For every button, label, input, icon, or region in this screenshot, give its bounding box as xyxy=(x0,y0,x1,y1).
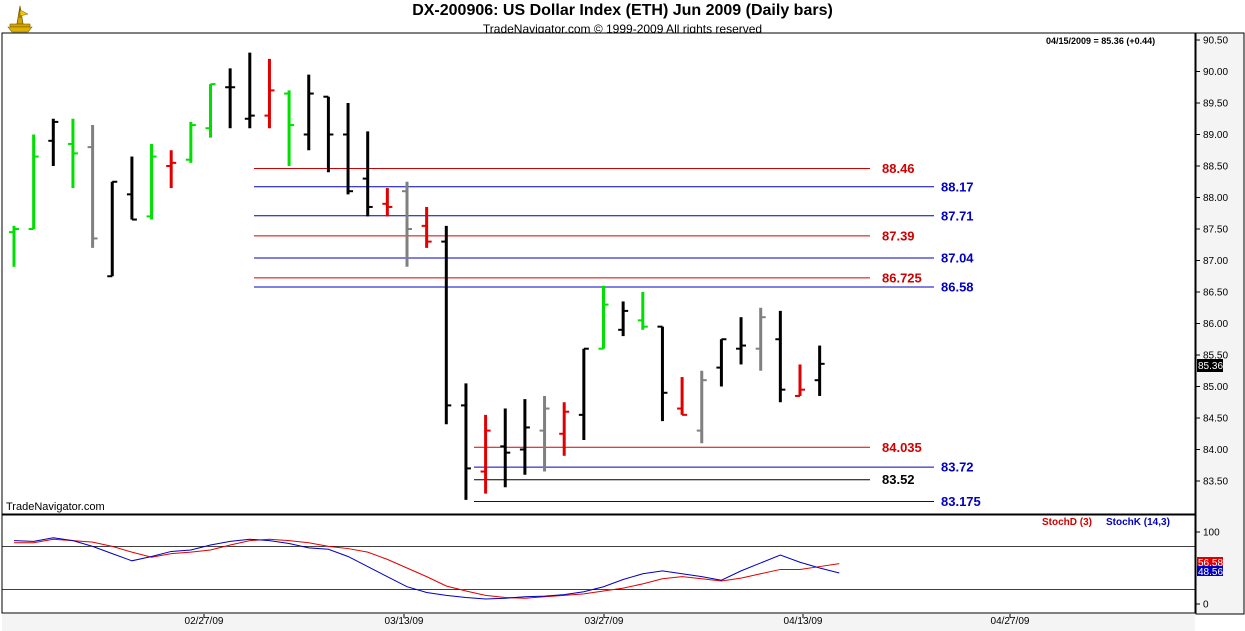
price-tick-label: 83.50 xyxy=(1203,477,1228,488)
price-tick-label: 84.00 xyxy=(1203,445,1228,456)
ohlc-bar xyxy=(480,414,491,494)
stochastic-panel: 100 0 xyxy=(2,528,1220,611)
ohlc-bar xyxy=(637,292,648,330)
ohlc-bar xyxy=(28,134,39,230)
ohlc-bar xyxy=(225,68,236,129)
ohlc-bars xyxy=(9,52,825,500)
price-tick-label: 84.50 xyxy=(1203,414,1228,425)
ohlc-bar xyxy=(402,181,412,267)
last-price-box xyxy=(1197,359,1223,372)
ohlc-bar xyxy=(48,118,59,166)
level-label: 87.39 xyxy=(882,228,915,243)
fibonacci-levels: 88.46 88.17 87.71 87.39 87.04 86.725 86.58 84.0… xyxy=(254,161,981,509)
ohlc-bar xyxy=(559,402,570,456)
date-tick-label: 03/13/09 xyxy=(385,616,424,627)
ohlc-bar xyxy=(244,52,255,129)
ohlc-bar xyxy=(460,383,471,500)
stoch-k-legend: StochK (14,3) xyxy=(1106,517,1170,528)
price-tick-label: 89.50 xyxy=(1203,99,1228,110)
stoch-k-last-value: 48.56 xyxy=(1198,567,1223,578)
ohlc-bar xyxy=(618,301,629,337)
trade-navigator-logo-icon xyxy=(7,5,33,33)
ohlc-bar xyxy=(519,399,530,475)
price-tick-label: 86.00 xyxy=(1203,319,1228,330)
price-tick-label: 90.00 xyxy=(1203,67,1228,78)
ohlc-bar xyxy=(303,74,314,151)
ohlc-bar xyxy=(716,338,727,387)
date-tick-label: 04/27/09 xyxy=(991,616,1030,627)
ohlc-bar xyxy=(775,310,786,403)
ohlc-bar xyxy=(9,225,19,267)
price-tick-label: 89.00 xyxy=(1203,130,1228,141)
ohlc-bar xyxy=(343,103,354,195)
stoch-tick-label: 100 xyxy=(1203,528,1220,539)
price-tick-label: 90.50 xyxy=(1203,36,1228,47)
time-axis-area xyxy=(2,614,1195,631)
level-label: 86.58 xyxy=(941,279,974,294)
stoch-d-last-value: 56.58 xyxy=(1198,558,1223,569)
ohlc-bar xyxy=(126,156,137,221)
price-tick-label: 85.50 xyxy=(1203,351,1228,362)
ohlc-bar xyxy=(323,95,334,173)
ohlc-bar xyxy=(107,180,118,278)
ohlc-bar xyxy=(421,206,432,248)
ohlc-bar xyxy=(755,307,766,371)
price-tick-label: 87.50 xyxy=(1203,225,1228,236)
price-tick-label: 86.50 xyxy=(1203,288,1228,299)
ohlc-bar xyxy=(736,317,747,365)
stoch-tick-label: 0 xyxy=(1203,600,1209,611)
ohlc-bar xyxy=(146,143,157,220)
stoch-d-last-box xyxy=(1197,557,1223,568)
watermark: TradeNavigator.com xyxy=(6,501,105,513)
level-label: 83.52 xyxy=(882,472,915,487)
level-label: 86.725 xyxy=(882,270,922,285)
date-tick-label: 02/27/09 xyxy=(185,616,224,627)
ohlc-bar xyxy=(382,188,393,217)
price-tick-label: 88.00 xyxy=(1203,193,1228,204)
date-tick-label: 04/13/09 xyxy=(784,616,823,627)
price-tick-label: 85.00 xyxy=(1203,382,1228,393)
stoch-series-line xyxy=(13,537,840,600)
ohlc-bar xyxy=(814,345,825,396)
price-axis-ticks: 90.50 90.00 89.50 89.00 88.50 88.00 87.50 87.00… xyxy=(1196,36,1228,488)
ohlc-bar xyxy=(598,285,609,350)
ohlc-bar xyxy=(441,225,452,425)
ohlc-bar xyxy=(539,395,550,472)
price-tick-label: 88.50 xyxy=(1203,162,1228,173)
stoch-d-legend: StochD (3) xyxy=(1042,517,1092,528)
ohlc-bar xyxy=(185,121,196,163)
price-panel-frame xyxy=(1,32,1196,515)
level-label: 87.04 xyxy=(941,250,974,265)
price-axis-area xyxy=(1195,32,1245,615)
ohlc-bar xyxy=(578,347,589,441)
level-label: 84.035 xyxy=(882,440,922,455)
ohlc-bar xyxy=(264,58,275,129)
ohlc-bar xyxy=(657,325,668,422)
ohlc-bar xyxy=(87,125,98,248)
level-label: 83.72 xyxy=(941,460,974,475)
ohlc-bar xyxy=(500,408,511,488)
last-price: 85.36 xyxy=(1198,361,1223,372)
stoch-series-line xyxy=(14,538,840,599)
ohlc-bar xyxy=(362,131,373,217)
date-tick-label: 03/27/09 xyxy=(585,616,624,627)
stoch-panel-frame xyxy=(1,514,1196,614)
chart-title: DX-200906: US Dollar Index (ETH) Jun 200… xyxy=(412,2,833,19)
price-tick-label: 87.00 xyxy=(1203,256,1228,267)
ohlc-bar xyxy=(166,150,177,189)
quote-label: 04/15/2009 = 85.36 (+0.44) xyxy=(1046,36,1155,46)
ohlc-bar xyxy=(284,90,295,166)
ohlc-bar xyxy=(67,118,78,189)
level-label: 88.17 xyxy=(941,179,974,194)
ohlc-bar xyxy=(205,83,216,138)
ohlc-bar xyxy=(677,377,688,416)
date-axis-ticks: 02/27/09 03/13/09 03/27/09 04/13/09 04/27/09 xyxy=(185,614,1030,627)
level-label: 83.175 xyxy=(941,494,981,509)
ohlc-bar xyxy=(795,364,805,397)
stoch-k-last-box xyxy=(1197,566,1223,576)
level-label: 88.46 xyxy=(882,161,915,176)
ohlc-bar xyxy=(696,370,707,444)
level-label: 87.71 xyxy=(941,208,974,223)
